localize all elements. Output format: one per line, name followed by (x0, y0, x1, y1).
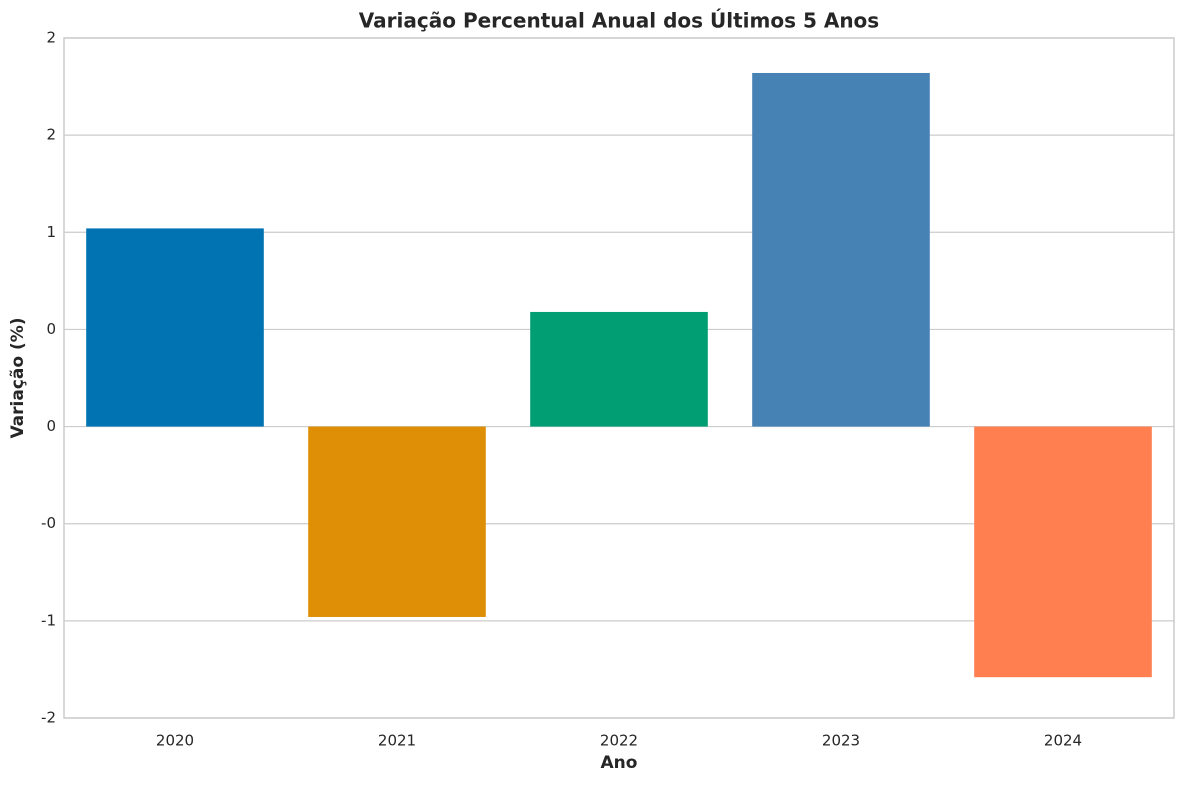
x-tick-label: 2023 (822, 732, 860, 750)
bar (752, 72, 930, 427)
y-axis-label: Variação (%) (8, 317, 28, 438)
x-tick-label: 2020 (156, 732, 194, 750)
bar (530, 311, 708, 427)
y-tick-label: 1 (46, 223, 56, 241)
chart-title: Variação Percentual Anual dos Últimos 5 … (359, 9, 879, 33)
x-tick-label: 2021 (378, 732, 416, 750)
plot-frame (63, 37, 1175, 719)
y-tick-label: 0 (46, 417, 56, 435)
y-tick-label: -2 (41, 709, 56, 727)
x-tick-label: 2022 (600, 732, 638, 750)
x-axis-label: Ano (601, 753, 638, 773)
y-tick-label: 0 (46, 320, 56, 338)
bar (86, 228, 264, 427)
bar (308, 426, 486, 617)
y-tick-label: -1 (41, 611, 56, 629)
y-tick-label: -0 (41, 514, 56, 532)
y-tick-label: 2 (46, 126, 56, 144)
y-tick-label: 2 (46, 29, 56, 47)
bar (974, 426, 1152, 678)
x-tick-label: 2024 (1044, 732, 1082, 750)
